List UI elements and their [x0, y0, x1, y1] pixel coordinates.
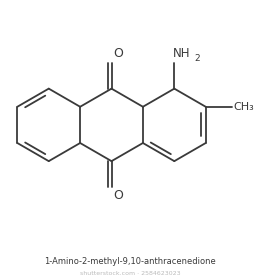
Text: 2: 2 [194, 53, 200, 62]
Text: shutterstock.com · 2584623023: shutterstock.com · 2584623023 [80, 271, 180, 276]
Text: O: O [113, 189, 123, 202]
Text: NH: NH [172, 47, 190, 60]
Text: O: O [113, 47, 123, 60]
Text: CH₃: CH₃ [234, 102, 254, 112]
Text: 1-Amino-2-methyl-9,10-anthracenedione: 1-Amino-2-methyl-9,10-anthracenedione [44, 257, 216, 266]
